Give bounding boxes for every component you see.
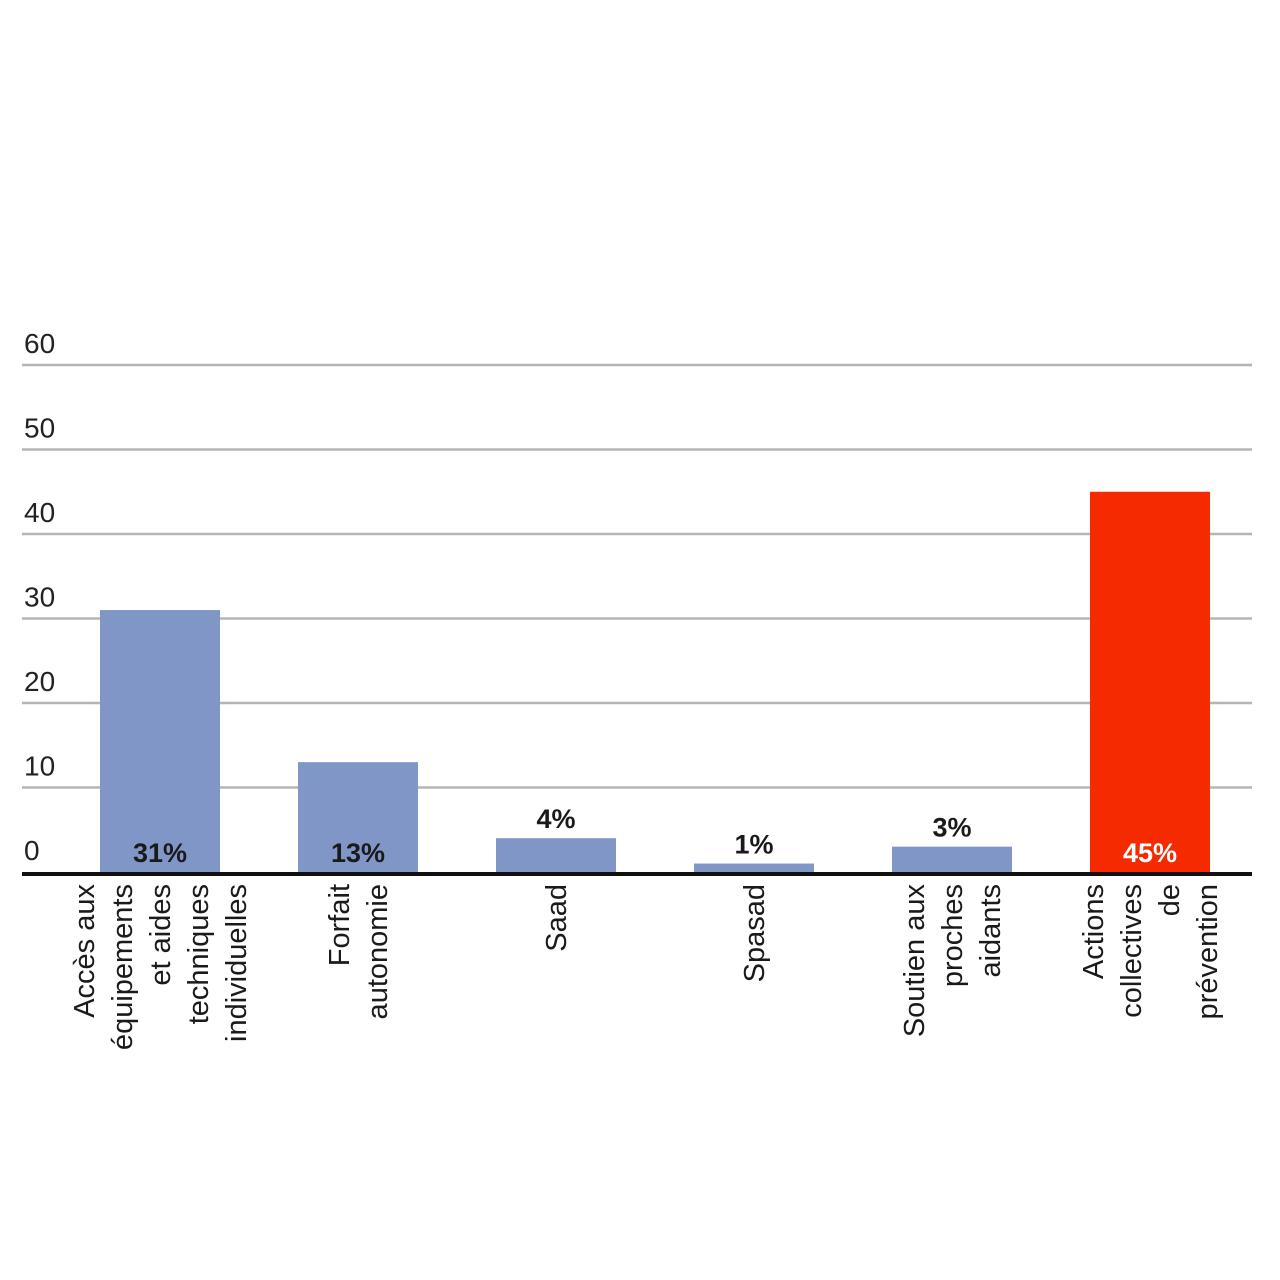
x-category-label: Forfait bbox=[324, 884, 356, 966]
x-category-label: techniques bbox=[183, 884, 215, 1024]
x-category-label: prévention bbox=[1192, 884, 1224, 1019]
x-category-label: proches bbox=[937, 884, 969, 987]
x-category-label: collectives bbox=[1116, 884, 1148, 1018]
x-category-label: de bbox=[1154, 884, 1186, 916]
data-label: 3% bbox=[932, 813, 971, 843]
data-label: 1% bbox=[734, 830, 773, 860]
data-label: 45% bbox=[1123, 838, 1177, 868]
y-tick-label: 20 bbox=[24, 666, 55, 697]
y-tick-label: 0 bbox=[24, 835, 40, 866]
x-category-label: autonomie bbox=[362, 884, 394, 1019]
bar bbox=[1090, 491, 1210, 872]
x-category-label: et aides bbox=[145, 884, 177, 986]
y-tick-label: 40 bbox=[24, 497, 55, 528]
x-category-label: Accès aux bbox=[69, 884, 101, 1018]
y-tick-label: 50 bbox=[24, 413, 55, 444]
x-category-label: individuelles bbox=[221, 884, 253, 1042]
y-tick-label: 60 bbox=[24, 328, 55, 359]
data-label: 13% bbox=[331, 838, 385, 868]
x-category-label: Soutien aux bbox=[899, 884, 931, 1038]
y-tick-label: 10 bbox=[24, 751, 55, 782]
y-tick-label: 30 bbox=[24, 582, 55, 613]
bar bbox=[892, 846, 1012, 872]
bar bbox=[694, 863, 814, 872]
x-category-label: équipements bbox=[107, 884, 139, 1050]
x-category-label: Actions bbox=[1078, 884, 1110, 979]
x-category-label: aidants bbox=[975, 884, 1007, 978]
bar bbox=[496, 838, 616, 872]
bar bbox=[100, 610, 220, 872]
data-label: 4% bbox=[536, 804, 575, 834]
data-label: 31% bbox=[133, 838, 187, 868]
x-category-label: Spasad bbox=[739, 884, 771, 982]
bar bbox=[298, 762, 418, 872]
x-category-label: Saad bbox=[541, 884, 573, 952]
